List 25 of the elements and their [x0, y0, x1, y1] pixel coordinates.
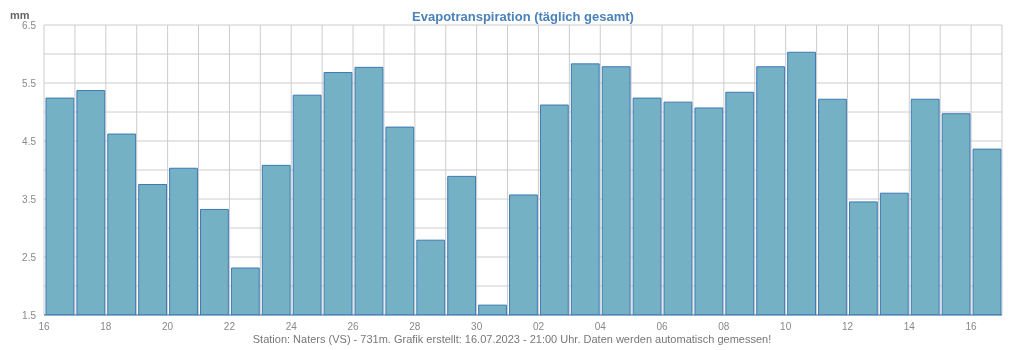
x-tick-label: 10: [780, 321, 792, 333]
x-tick-label: 24: [285, 321, 298, 333]
y-tick-label: 6.5: [22, 19, 37, 31]
x-tick-label: 30: [471, 321, 483, 333]
x-tick-label: 20: [162, 321, 174, 333]
x-tick-label: 14: [903, 321, 916, 333]
y-tick-label: 2.5: [22, 251, 37, 263]
x-tick-label: 12: [841, 321, 854, 333]
text: Station: Naters (VS) - 731m. Grafik erstellt: 16.07.2023 - 21:00 Uhr. Daten werden automatisch gemessen!: [252, 333, 772, 345]
y-axis-title: mm: [10, 9, 30, 21]
y-tick-label: 5.5: [22, 77, 37, 89]
x-tick-label: 02: [532, 321, 545, 333]
x-tick-label: 28: [409, 321, 421, 333]
y-tick-label: 3.5: [22, 193, 37, 205]
x-tick-label: 08: [718, 321, 730, 333]
x-tick-label: 22: [223, 321, 236, 333]
x-tick-label: 18: [100, 321, 112, 333]
x-tick-label: 04: [594, 321, 607, 333]
y-tick-label: 4.5: [22, 135, 37, 147]
x-tick-label: 06: [656, 321, 669, 333]
x-tick-label: 16: [38, 321, 50, 333]
chart-title: Evapotranspiration (täglich gesamt): [411, 9, 635, 24]
x-tick-label: 26: [347, 321, 360, 333]
x-tick-label: 16: [965, 321, 978, 333]
y-tick-label: 1.5: [22, 309, 37, 321]
